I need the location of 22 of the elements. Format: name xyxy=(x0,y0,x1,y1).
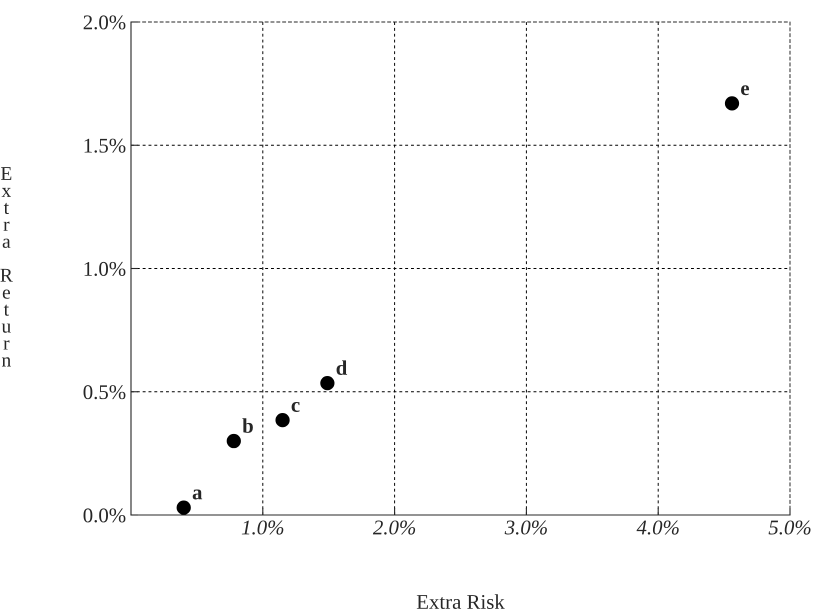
annotation: c xyxy=(292,402,300,412)
x-tick-label: 1.0% xyxy=(242,520,284,535)
x-axis-title: Extra Risk xyxy=(416,594,505,609)
annotation: b xyxy=(242,418,253,433)
point xyxy=(275,412,290,428)
x-tick-label: 2.0% xyxy=(372,520,416,535)
annotation: d xyxy=(336,360,348,375)
y-tick-label: 1.5% xyxy=(84,138,126,153)
x-tick-label: 3.0% xyxy=(504,520,547,535)
x-tick-label: 4.0% xyxy=(636,520,679,535)
point xyxy=(226,434,241,448)
text: Extra Return xyxy=(0,167,13,366)
y-tick-label: 1.0% xyxy=(84,262,126,276)
point xyxy=(320,376,334,390)
y-tick-label: 0.5% xyxy=(84,385,126,400)
point xyxy=(176,500,191,515)
x-tick-label: 5.0% xyxy=(768,520,811,535)
y-tick-label: 0.0% xyxy=(84,508,126,523)
annotation: a xyxy=(192,489,202,500)
annotation: e xyxy=(741,85,750,96)
y-tick-label: 2.0% xyxy=(84,15,126,30)
point xyxy=(724,96,740,110)
